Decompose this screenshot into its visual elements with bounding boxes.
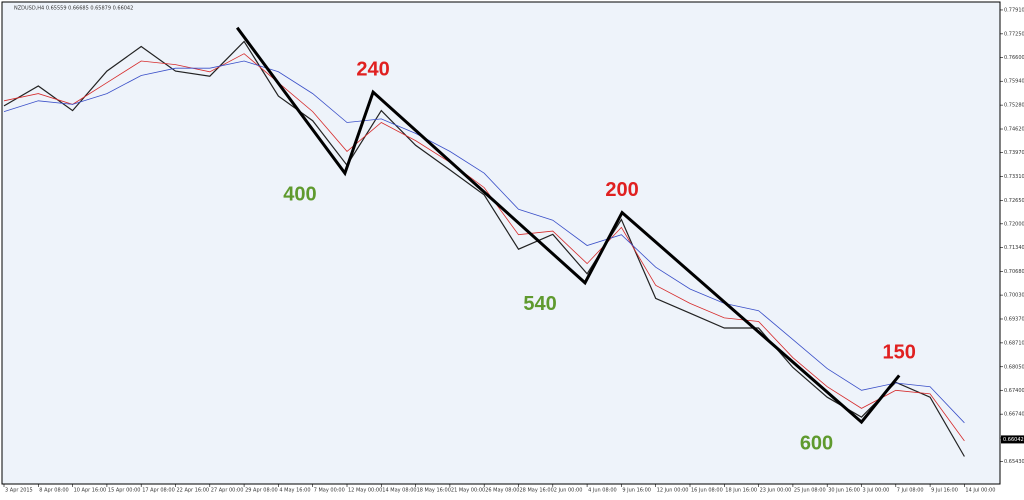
y-tick-label: 0.66740 xyxy=(1004,412,1024,418)
x-tick-label: 12 May 00:00 xyxy=(348,488,382,494)
series-line xyxy=(3,40,965,457)
y-tick-label: 0.73970 xyxy=(1004,150,1024,156)
swing-annotation: 150 xyxy=(883,342,916,364)
y-tick-label: 0.70680 xyxy=(1004,269,1024,275)
y-tick-label: 0.72000 xyxy=(1004,221,1024,227)
x-tick-label: 2 Jun 00:00 xyxy=(554,488,583,494)
y-tick-label: 0.69370 xyxy=(1004,316,1024,322)
swing-annotation: 200 xyxy=(605,179,638,201)
swing-annotation: 600 xyxy=(800,432,833,454)
swing-annotation: 240 xyxy=(356,58,389,80)
x-tick-label: 14 Jul 00:00 xyxy=(965,488,995,494)
y-tick-label: 0.75280 xyxy=(1004,103,1024,109)
x-tick-label: 7 May 00:00 xyxy=(314,488,345,494)
x-tick-label: 10 Apr 16:00 xyxy=(74,488,107,494)
x-tick-label: 29 Apr 08:00 xyxy=(245,488,278,494)
y-tick-label: 0.67400 xyxy=(1004,388,1024,394)
x-tick-label: 14 May 08:00 xyxy=(382,488,416,494)
x-tick-label: 18 Jun 16:00 xyxy=(725,488,757,494)
x-tick-label: 12 Jun 00:00 xyxy=(657,488,689,494)
price-tag-label: 0.66042 xyxy=(1003,437,1024,443)
x-tick-label: 25 Jun 08:00 xyxy=(794,488,826,494)
x-tick-label: 9 Jul 16:00 xyxy=(931,488,958,494)
y-tick-label: 0.77250 xyxy=(1004,31,1024,37)
y-tick-label: 0.73310 xyxy=(1004,174,1024,180)
x-tick-label: 21 May 00:00 xyxy=(451,488,485,494)
y-tick-label: 0.65430 xyxy=(1004,459,1024,465)
x-tick-label: 15 Apr 00:00 xyxy=(108,488,141,494)
x-tick-label: 4 Jun 08:00 xyxy=(588,488,617,494)
plot-area xyxy=(1,1,1001,485)
x-tick-label: 30 Jun 16:00 xyxy=(828,488,860,494)
x-tick-label: 16 Jun 08:00 xyxy=(691,488,723,494)
x-tick-label: 18 May 16:00 xyxy=(417,488,451,494)
price-tag xyxy=(1001,435,1024,444)
x-tick-label: 26 May 08:00 xyxy=(485,488,519,494)
swing-annotation: 540 xyxy=(523,293,556,315)
swing-annotation: 400 xyxy=(283,183,316,205)
series-line xyxy=(3,53,965,442)
y-tick-label: 0.76600 xyxy=(1004,55,1024,61)
x-tick-label: 7 Jul 08:00 xyxy=(897,488,924,494)
x-tick-label: 3 Apr 2015 xyxy=(5,488,33,494)
x-tick-label: 17 Apr 08:00 xyxy=(142,488,175,494)
y-tick-label: 0.77910 xyxy=(1004,7,1024,13)
x-tick-label: 3 Jul 00:00 xyxy=(863,488,890,494)
x-tick-label: 22 Apr 16:00 xyxy=(177,488,210,494)
y-tick-label: 0.68050 xyxy=(1004,364,1024,370)
y-tick-label: 0.68710 xyxy=(1004,340,1024,346)
series-line xyxy=(3,60,965,424)
y-tick-label: 0.71340 xyxy=(1004,245,1024,251)
x-tick-label: 23 Jun 00:00 xyxy=(760,488,792,494)
x-tick-label: 9 Jun 16:00 xyxy=(622,488,651,494)
x-tick-label: 4 May 16:00 xyxy=(279,488,310,494)
y-tick-label: 0.72650 xyxy=(1004,198,1024,204)
x-tick-label: 8 Apr 08:00 xyxy=(39,488,68,494)
chart-title: NZDUSD,H4 0.65559 0.66685 0.65879 0.6604… xyxy=(14,6,133,12)
y-tick-label: 0.74620 xyxy=(1004,127,1024,133)
x-tick-label: 28 May 16:00 xyxy=(520,488,554,494)
y-tick-label: 0.75940 xyxy=(1004,79,1024,85)
swing-line xyxy=(235,26,901,425)
y-tick-label: 0.70030 xyxy=(1004,293,1024,299)
x-tick-label: 27 Apr 00:00 xyxy=(211,488,244,494)
